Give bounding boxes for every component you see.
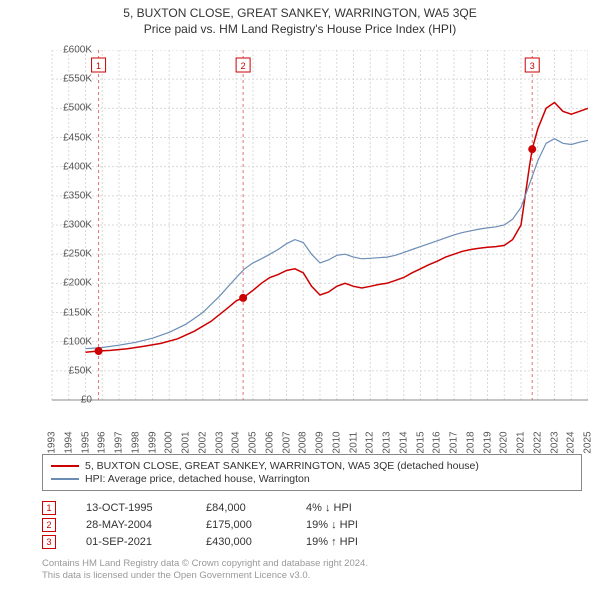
title-address: 5, BUXTON CLOSE, GREAT SANKEY, WARRINGTO… <box>10 6 590 20</box>
y-tick-label: £550K <box>48 74 92 85</box>
footer-line1: Contains HM Land Registry data © Crown c… <box>42 558 368 570</box>
x-tick-label: 2025 <box>583 431 594 453</box>
x-tick-label: 2023 <box>549 431 560 453</box>
y-tick-label: £600K <box>48 45 92 56</box>
x-tick-label: 2001 <box>181 431 192 453</box>
legend-swatch <box>51 465 79 467</box>
x-tick-label: 2007 <box>281 431 292 453</box>
x-tick-label: 2022 <box>532 431 543 453</box>
chart-container: 5, BUXTON CLOSE, GREAT SANKEY, WARRINGTO… <box>0 0 600 590</box>
x-tick-label: 1995 <box>80 431 91 453</box>
legend-item: 5, BUXTON CLOSE, GREAT SANKEY, WARRINGTO… <box>51 460 573 472</box>
chart-svg: 1 2 3 <box>48 50 588 460</box>
x-tick-label: 2009 <box>315 431 326 453</box>
svg-text:3: 3 <box>530 61 535 71</box>
x-tick-label: 1993 <box>47 431 58 453</box>
y-tick-label: £350K <box>48 190 92 201</box>
y-tick-label: £300K <box>48 220 92 231</box>
x-tick-label: 2024 <box>566 431 577 453</box>
event-badge: 1 <box>42 501 56 515</box>
x-tick-label: 1999 <box>147 431 158 453</box>
event-row: 1 13-OCT-1995£84,0004% ↓ HPI <box>42 501 582 515</box>
x-tick-label: 2000 <box>164 431 175 453</box>
event-price: £84,000 <box>206 502 306 514</box>
event-hpi: 19% ↑ HPI <box>306 536 426 548</box>
legend-item: HPI: Average price, detached house, Warr… <box>51 473 573 485</box>
x-tick-label: 2005 <box>248 431 259 453</box>
legend-swatch <box>51 478 79 480</box>
svg-text:1: 1 <box>96 61 101 71</box>
x-tick-label: 2003 <box>214 431 225 453</box>
events-table: 1 13-OCT-1995£84,0004% ↓ HPI 2 28-MAY-2004£… <box>42 498 582 552</box>
footer-line2: This data is licensed under the Open Gov… <box>42 570 368 582</box>
y-tick-label: £150K <box>48 307 92 318</box>
x-tick-label: 2002 <box>197 431 208 453</box>
event-badge: 3 <box>42 535 56 549</box>
y-tick-label: £450K <box>48 132 92 143</box>
x-tick-label: 1996 <box>97 431 108 453</box>
x-tick-label: 2010 <box>331 431 342 453</box>
x-tick-label: 2014 <box>398 431 409 453</box>
y-tick-label: £200K <box>48 278 92 289</box>
x-tick-label: 2019 <box>482 431 493 453</box>
x-tick-label: 1994 <box>63 431 74 453</box>
title-block: 5, BUXTON CLOSE, GREAT SANKEY, WARRINGTO… <box>0 0 600 38</box>
y-tick-label: £50K <box>48 365 92 376</box>
x-tick-label: 2016 <box>432 431 443 453</box>
x-tick-label: 2017 <box>449 431 460 453</box>
event-date: 28-MAY-2004 <box>86 519 206 531</box>
x-tick-label: 2012 <box>365 431 376 453</box>
title-subtitle: Price paid vs. HM Land Registry's House … <box>10 22 590 36</box>
svg-text:2: 2 <box>241 61 246 71</box>
event-row: 3 01-SEP-2021£430,00019% ↑ HPI <box>42 535 582 549</box>
chart-area: 1 2 3 £0 £50K £100K £150K £200K £250K £300K £350K… <box>48 50 588 420</box>
x-tick-label: 2018 <box>465 431 476 453</box>
event-row: 2 28-MAY-2004£175,00019% ↓ HPI <box>42 518 582 532</box>
event-date: 13-OCT-1995 <box>86 502 206 514</box>
y-tick-label: £0 <box>48 395 92 406</box>
x-tick-label: 2004 <box>231 431 242 453</box>
x-tick-label: 2013 <box>382 431 393 453</box>
event-badge: 2 <box>42 518 56 532</box>
x-tick-label: 2021 <box>516 431 527 453</box>
event-hpi: 19% ↓ HPI <box>306 519 426 531</box>
footer-attribution: Contains HM Land Registry data © Crown c… <box>42 558 368 583</box>
event-price: £430,000 <box>206 536 306 548</box>
x-tick-label: 2008 <box>298 431 309 453</box>
x-tick-label: 2006 <box>264 431 275 453</box>
y-tick-label: £250K <box>48 249 92 260</box>
event-hpi: 4% ↓ HPI <box>306 502 426 514</box>
legend-label: 5, BUXTON CLOSE, GREAT SANKEY, WARRINGTO… <box>85 460 479 472</box>
event-date: 01-SEP-2021 <box>86 536 206 548</box>
legend-label: HPI: Average price, detached house, Warr… <box>85 473 310 485</box>
x-tick-label: 1997 <box>114 431 125 453</box>
x-tick-label: 2011 <box>348 432 359 454</box>
event-price: £175,000 <box>206 519 306 531</box>
y-tick-label: £100K <box>48 336 92 347</box>
y-tick-label: £400K <box>48 161 92 172</box>
x-tick-label: 2020 <box>499 431 510 453</box>
x-tick-label: 1998 <box>130 431 141 453</box>
legend: 5, BUXTON CLOSE, GREAT SANKEY, WARRINGTO… <box>42 454 582 491</box>
y-tick-label: £500K <box>48 103 92 114</box>
x-tick-label: 2015 <box>415 431 426 453</box>
